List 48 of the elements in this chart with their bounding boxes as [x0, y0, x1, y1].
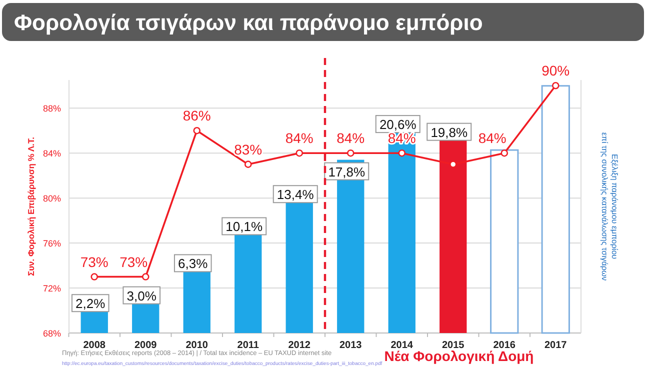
- data-label: 13,4%: [276, 187, 314, 202]
- y-tick-label: 80%: [42, 194, 61, 204]
- y-axis-title: Συν. Φορολική Επιβάρυνση % Λ.Τ.: [26, 136, 36, 276]
- y-tick-label: 84%: [42, 148, 61, 159]
- y-tick-label: 88%: [42, 104, 61, 114]
- data-label: 86%: [182, 108, 211, 124]
- data-label: 20,6%: [379, 117, 417, 132]
- y-tick-label: 72%: [42, 284, 61, 294]
- point: [296, 149, 304, 157]
- x-tick-label: 2015: [442, 340, 465, 351]
- data-label: 6,3%: [178, 256, 208, 272]
- data-label: 73%: [120, 254, 148, 270]
- point: [449, 160, 457, 168]
- ref-line-label: Νέα Φορολογική Δομή: [384, 348, 534, 364]
- data-label: 3,0%: [126, 288, 157, 304]
- y-tick-label: 76%: [42, 238, 61, 249]
- data-label: 83%: [234, 141, 262, 158]
- data-label: 17,8%: [328, 164, 366, 180]
- point: [398, 149, 406, 157]
- point: [244, 160, 252, 168]
- x-tick-label: 2008: [83, 340, 106, 351]
- point: [193, 126, 201, 134]
- data-label: 19,8%: [430, 124, 468, 140]
- x-tick-label: 2011: [237, 340, 260, 351]
- data-label: 90%: [542, 62, 570, 79]
- data-label: 84%: [478, 130, 506, 146]
- point: [90, 273, 98, 280]
- point: [142, 273, 150, 280]
- x-tick-label: 2017: [544, 340, 568, 351]
- y2-axis-title: Εξέλιξη παράνομου εμπορίου επί της συνολικής κατανάλωσης τσιγάρων: [600, 132, 619, 281]
- data-label: 84%: [285, 130, 314, 146]
- data-label: 2,2%: [76, 296, 106, 312]
- x-tick-label: 2013: [340, 340, 362, 351]
- data-label: 84%: [336, 130, 365, 146]
- data-label: 73%: [80, 254, 108, 270]
- x-tick-label: 2012: [288, 340, 311, 351]
- x-tick-label: 2010: [186, 340, 208, 351]
- point: [552, 82, 560, 90]
- x-tick-label: 2009: [134, 340, 158, 351]
- x-tick-label: 2014: [390, 340, 414, 351]
- chart-title: Φορολογία τσιγάρων και παράνομο εμπόριο: [14, 10, 483, 35]
- x-tick-label: 2016: [493, 340, 516, 351]
- point: [500, 149, 508, 157]
- data-label: 84%: [388, 130, 416, 146]
- bar: [490, 149, 519, 334]
- point: [346, 149, 354, 157]
- data-label: 10,1%: [226, 219, 263, 234]
- y-tick-label: 68%: [42, 328, 61, 338]
